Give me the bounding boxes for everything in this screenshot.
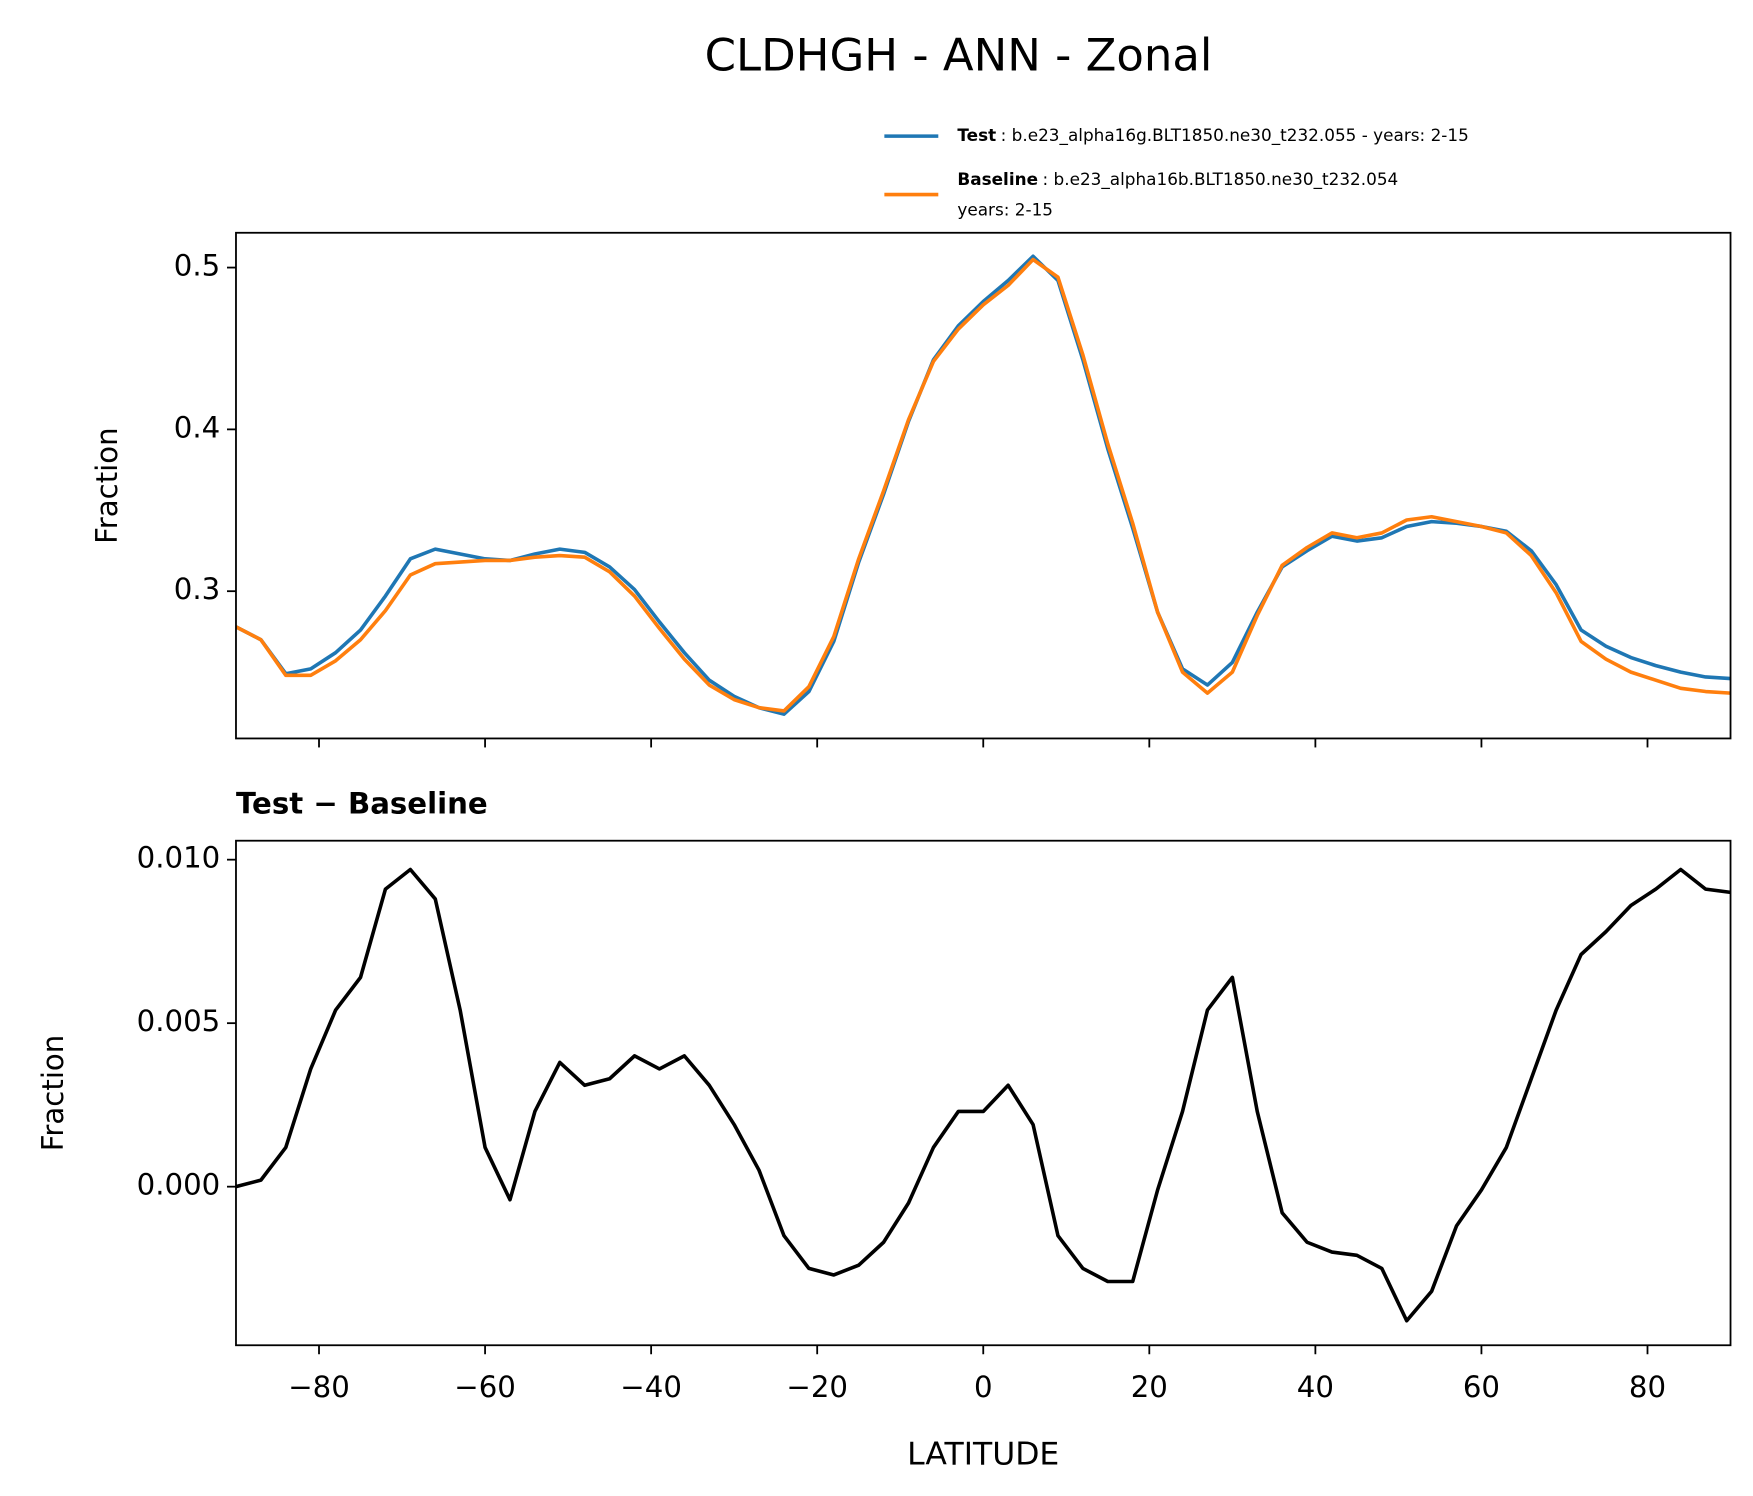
x-tick-label: −60 [454,1370,516,1404]
x-tick-label: 40 [1297,1370,1334,1404]
x-tick-label: −20 [786,1370,848,1404]
x-tick-label: 80 [1629,1370,1666,1404]
legend-description: : b.e23_alpha16g.BLT1850.ne30_t232.055 -… [1001,125,1469,146]
legend-entry: Test: b.e23_alpha16g.BLT1850.ne30_t232.0… [957,125,1468,146]
x-axis-label: LATITUDE [907,1436,1059,1472]
legend-entry: Baseline: b.e23_alpha16b.BLT1850.ne30_t2… [957,169,1398,219]
legend-description: : b.e23_alpha16b.BLT1850.ne30_t232.054 [1043,169,1399,190]
data-line [235,254,1731,716]
y-axis-label: Fraction [36,1035,70,1152]
y-tick-label: 0.000 [137,1168,221,1202]
y-tick-label: 0.5 [174,249,220,283]
legend-name: Baseline [957,169,1038,189]
data-line [235,257,1731,713]
x-tick-label: 60 [1463,1370,1500,1404]
legend-description: years: 2-15 [957,199,1053,219]
data-line [235,867,1731,1323]
legend-name: Test [957,125,996,145]
x-tick-label: 0 [974,1370,993,1404]
y-tick-label: 0.4 [174,410,220,444]
y-tick-label: 0.010 [137,841,221,875]
x-tick-label: −80 [288,1370,350,1404]
x-tick-label: −40 [620,1370,682,1404]
y-tick-label: 0.005 [137,1004,221,1038]
y-tick-label: 0.3 [174,572,220,606]
figure-title: CLDHGH - ANN - Zonal [705,29,1213,82]
plot-frame [235,839,1732,1347]
plot-frame [235,231,1732,740]
x-tick-label: 20 [1131,1370,1168,1404]
y-axis-label: Fraction [90,427,124,544]
panel-title: Test − Baseline [236,787,488,821]
